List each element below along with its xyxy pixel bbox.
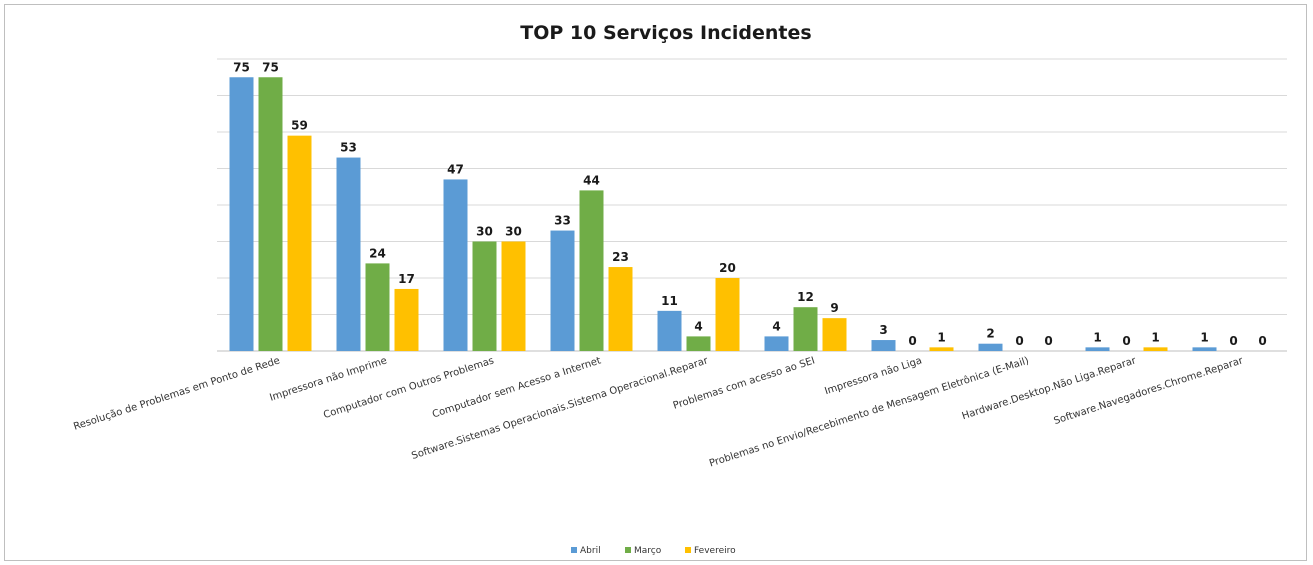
bar: [686, 336, 711, 351]
category-label: Software.Navegadores.Chrome.Reparar: [1053, 355, 1246, 427]
bar: [501, 241, 526, 351]
data-label: 30: [476, 225, 493, 239]
bar: [365, 263, 390, 351]
data-label: 0: [1258, 334, 1266, 348]
bar: [550, 230, 575, 351]
bar: [715, 278, 740, 351]
chart-frame: TOP 10 Serviços Incidentes 75 75 59 53 24 17 4…: [4, 4, 1307, 561]
data-label: 1: [1151, 330, 1159, 344]
data-label: 0: [1122, 334, 1130, 348]
data-label: 30: [505, 225, 522, 239]
data-label: 17: [398, 272, 415, 286]
category-label: Impressora não Liga: [823, 355, 923, 397]
bar: [229, 77, 254, 351]
bar: [608, 267, 633, 351]
data-label: 23: [612, 250, 629, 264]
bar: [1085, 347, 1110, 351]
legend: Abril Março Fevereiro: [571, 546, 736, 556]
category-label: Resolução de Problemas em Ponto de Rede: [72, 355, 281, 432]
bar: [258, 77, 283, 351]
data-label: 2: [986, 327, 994, 341]
bar: [822, 318, 847, 351]
data-label: 24: [369, 246, 386, 260]
data-label: 4: [772, 319, 780, 333]
bar: [1143, 347, 1168, 351]
category-label: Computador sem Acesso a Internet: [431, 355, 602, 420]
data-label: 1: [1093, 330, 1101, 344]
data-label: 4: [694, 319, 702, 333]
data-label: 9: [830, 301, 838, 315]
data-label: 1: [1200, 330, 1208, 344]
data-label: 3: [879, 323, 887, 337]
bar: [394, 288, 419, 351]
category-label: Hardware.Desktop.Não Liga.Reparar: [961, 355, 1139, 422]
legend-swatch: [625, 547, 631, 553]
chart-title: TOP 10 Serviços Incidentes: [520, 22, 811, 44]
data-label: 33: [554, 214, 571, 228]
bar: [793, 307, 818, 351]
data-label: 44: [583, 173, 600, 187]
category-label: Computador com Outros Problemas: [322, 355, 495, 421]
bar: [472, 241, 497, 351]
bar: [579, 190, 604, 351]
legend-label: Fevereiro: [694, 546, 736, 556]
legend-label: Abril: [580, 546, 601, 556]
data-label: 0: [1015, 334, 1023, 348]
bar: [929, 347, 954, 351]
legend-swatch: [571, 547, 577, 553]
legend-label: Março: [634, 546, 662, 556]
data-label: 20: [719, 261, 736, 275]
bar: [443, 179, 468, 351]
data-label: 0: [1229, 334, 1237, 348]
bar: [978, 343, 1003, 351]
data-label: 0: [1044, 334, 1052, 348]
legend-swatch: [685, 547, 691, 553]
data-label: 1: [937, 330, 945, 344]
data-label: 75: [262, 60, 279, 74]
gridlines: [217, 58, 1287, 352]
data-label: 53: [340, 141, 357, 155]
data-label: 0: [908, 334, 916, 348]
category-labels: Resolução de Problemas em Ponto de Rede I…: [72, 354, 1245, 469]
bar: [1192, 347, 1217, 351]
bar: [871, 340, 896, 351]
bar: [764, 336, 789, 351]
bar: [336, 157, 361, 351]
bars: [229, 77, 1217, 351]
bar: [657, 310, 682, 351]
bar-chart: TOP 10 Serviços Incidentes 75 75595324174…: [72, 22, 1287, 556]
data-label: 75: [233, 60, 250, 74]
data-label: 47: [447, 162, 464, 176]
data-label: 59: [291, 119, 308, 133]
data-label: 12: [797, 290, 814, 304]
data-label: 11: [661, 294, 678, 308]
bar: [287, 135, 312, 351]
